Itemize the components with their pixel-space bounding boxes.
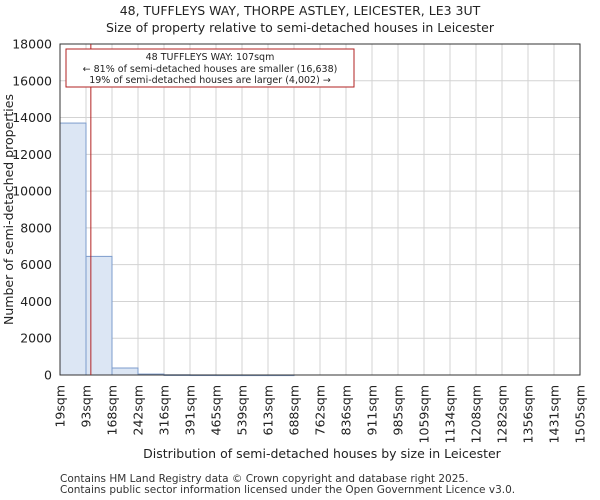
y-tick-labels: 0 2000 4000 6000 8000 10000 12000 14000 16000 180… <box>12 37 52 383</box>
y-tick-label-4000: 4000 <box>20 294 52 309</box>
x-tick-label-1282sqm: 1282sqm <box>495 385 510 443</box>
x-tick-label-465sqm: 465sqm <box>209 385 224 435</box>
y-tick-label-12000: 12000 <box>12 147 52 162</box>
x-axis-label: Distribution of semi-detached houses by … <box>143 446 502 461</box>
x-tick-labels: 19sqm 93sqm 168sqm 242sqm 316sqm 391sqm 465sqm… <box>53 385 588 443</box>
x-tick-label-613sqm: 613sqm <box>261 385 276 435</box>
annotation-line-3: 19% of semi-detached houses are larger (… <box>89 75 331 86</box>
annotation-box: 48 TUFFLEYS WAY: 107sqm ← 81% of semi-de… <box>65 48 355 88</box>
y-tick-label-2000: 2000 <box>20 331 52 346</box>
x-tick-label-1208sqm: 1208sqm <box>469 385 484 443</box>
chart-title: 48, TUFFLEYS WAY, THORPE ASTLEY, LEICEST… <box>119 3 481 18</box>
x-tick-label-316sqm: 316sqm <box>157 385 172 435</box>
bar-168sqm <box>111 367 139 376</box>
x-tick-label-1134sqm: 1134sqm <box>443 385 458 443</box>
y-tick-label-0: 0 <box>44 368 52 383</box>
x-tick-label-1059sqm: 1059sqm <box>417 385 432 443</box>
x-tick-label-19sqm: 19sqm <box>53 385 68 428</box>
x-tick-label-688sqm: 688sqm <box>287 385 302 435</box>
x-tick-label-1356sqm: 1356sqm <box>521 385 536 443</box>
y-tick-label-6000: 6000 <box>20 257 52 272</box>
x-tick-label-836sqm: 836sqm <box>339 385 354 435</box>
annotation-line-2: ← 81% of semi-detached houses are smalle… <box>83 64 338 75</box>
y-tick-label-8000: 8000 <box>20 220 52 235</box>
attribution-line-2: Contains public sector information licen… <box>60 484 516 496</box>
chart-subtitle: Size of property relative to semi-detach… <box>106 20 494 35</box>
attribution-line-1: Contains HM Land Registry data © Crown c… <box>60 473 469 485</box>
x-tick-label-242sqm: 242sqm <box>131 385 146 435</box>
bars <box>59 122 295 377</box>
x-tick-label-911sqm: 911sqm <box>365 385 380 435</box>
x-tick-label-985sqm: 985sqm <box>391 385 406 435</box>
grid-lines <box>59 43 581 376</box>
axes <box>59 43 581 376</box>
plot-frame <box>59 43 581 376</box>
y-axis-label: Number of semi-detached properties <box>1 94 16 325</box>
annotation-line-1: 48 TUFFLEYS WAY: 107sqm <box>146 52 275 63</box>
x-tick-label-1431sqm: 1431sqm <box>547 385 562 443</box>
y-tick-label-14000: 14000 <box>12 110 52 125</box>
x-tick-label-391sqm: 391sqm <box>183 385 198 435</box>
y-tick-label-18000: 18000 <box>12 37 52 52</box>
x-tick-label-93sqm: 93sqm <box>79 385 94 428</box>
x-tick-label-1505sqm: 1505sqm <box>573 385 588 443</box>
x-tick-label-168sqm: 168sqm <box>105 385 120 435</box>
annotation-border <box>65 48 355 88</box>
y-tick-label-10000: 10000 <box>12 184 52 199</box>
bar-93sqm <box>85 255 113 376</box>
y-tick-label-16000: 16000 <box>12 73 52 88</box>
bar-19sqm <box>59 122 87 376</box>
x-tick-label-539sqm: 539sqm <box>235 385 250 435</box>
x-tick-label-762sqm: 762sqm <box>313 385 328 435</box>
